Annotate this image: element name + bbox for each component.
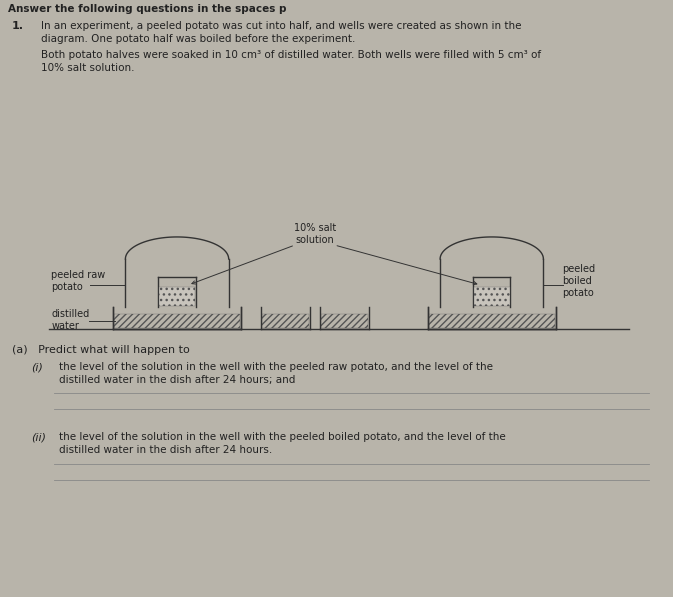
Text: In an experiment, a peeled potato was cut into half, and wells were created as s: In an experiment, a peeled potato was cu… [41,21,522,31]
Bar [429,313,555,328]
Text: Answer the following questions in the spaces p: Answer the following questions in the sp… [8,4,287,14]
Text: diagram. One potato half was boiled before the experiment.: diagram. One potato half was boiled befo… [41,34,356,44]
Text: 10% salt
solution: 10% salt solution [293,223,336,245]
Text: 1.: 1. [12,21,24,31]
Text: Both potato halves were soaked in 10 cm³ of distilled water. Both wells were fil: Both potato halves were soaked in 10 cm³… [41,50,542,60]
Text: distilled water in the dish after 24 hours; and: distilled water in the dish after 24 hou… [59,375,295,385]
Text: (a)   Predict what will happen to: (a) Predict what will happen to [12,345,190,355]
Text: 10% salt solution.: 10% salt solution. [41,63,135,73]
Bar [474,287,510,306]
Text: (ii): (ii) [32,432,46,442]
Bar [262,313,309,328]
Text: the level of the solution in the well with the peeled raw potato, and the level : the level of the solution in the well wi… [59,362,493,372]
Bar [320,313,368,328]
Bar [159,287,195,306]
Text: the level of the solution in the well with the peeled boiled potato, and the lev: the level of the solution in the well wi… [59,432,506,442]
Text: peeled
boiled
potato: peeled boiled potato [563,264,596,297]
Bar [114,313,240,328]
Text: peeled raw
potato: peeled raw potato [51,270,106,292]
Text: distilled
water: distilled water [51,309,90,331]
Text: distilled water in the dish after 24 hours.: distilled water in the dish after 24 hou… [59,445,273,455]
Text: (i): (i) [32,362,43,372]
